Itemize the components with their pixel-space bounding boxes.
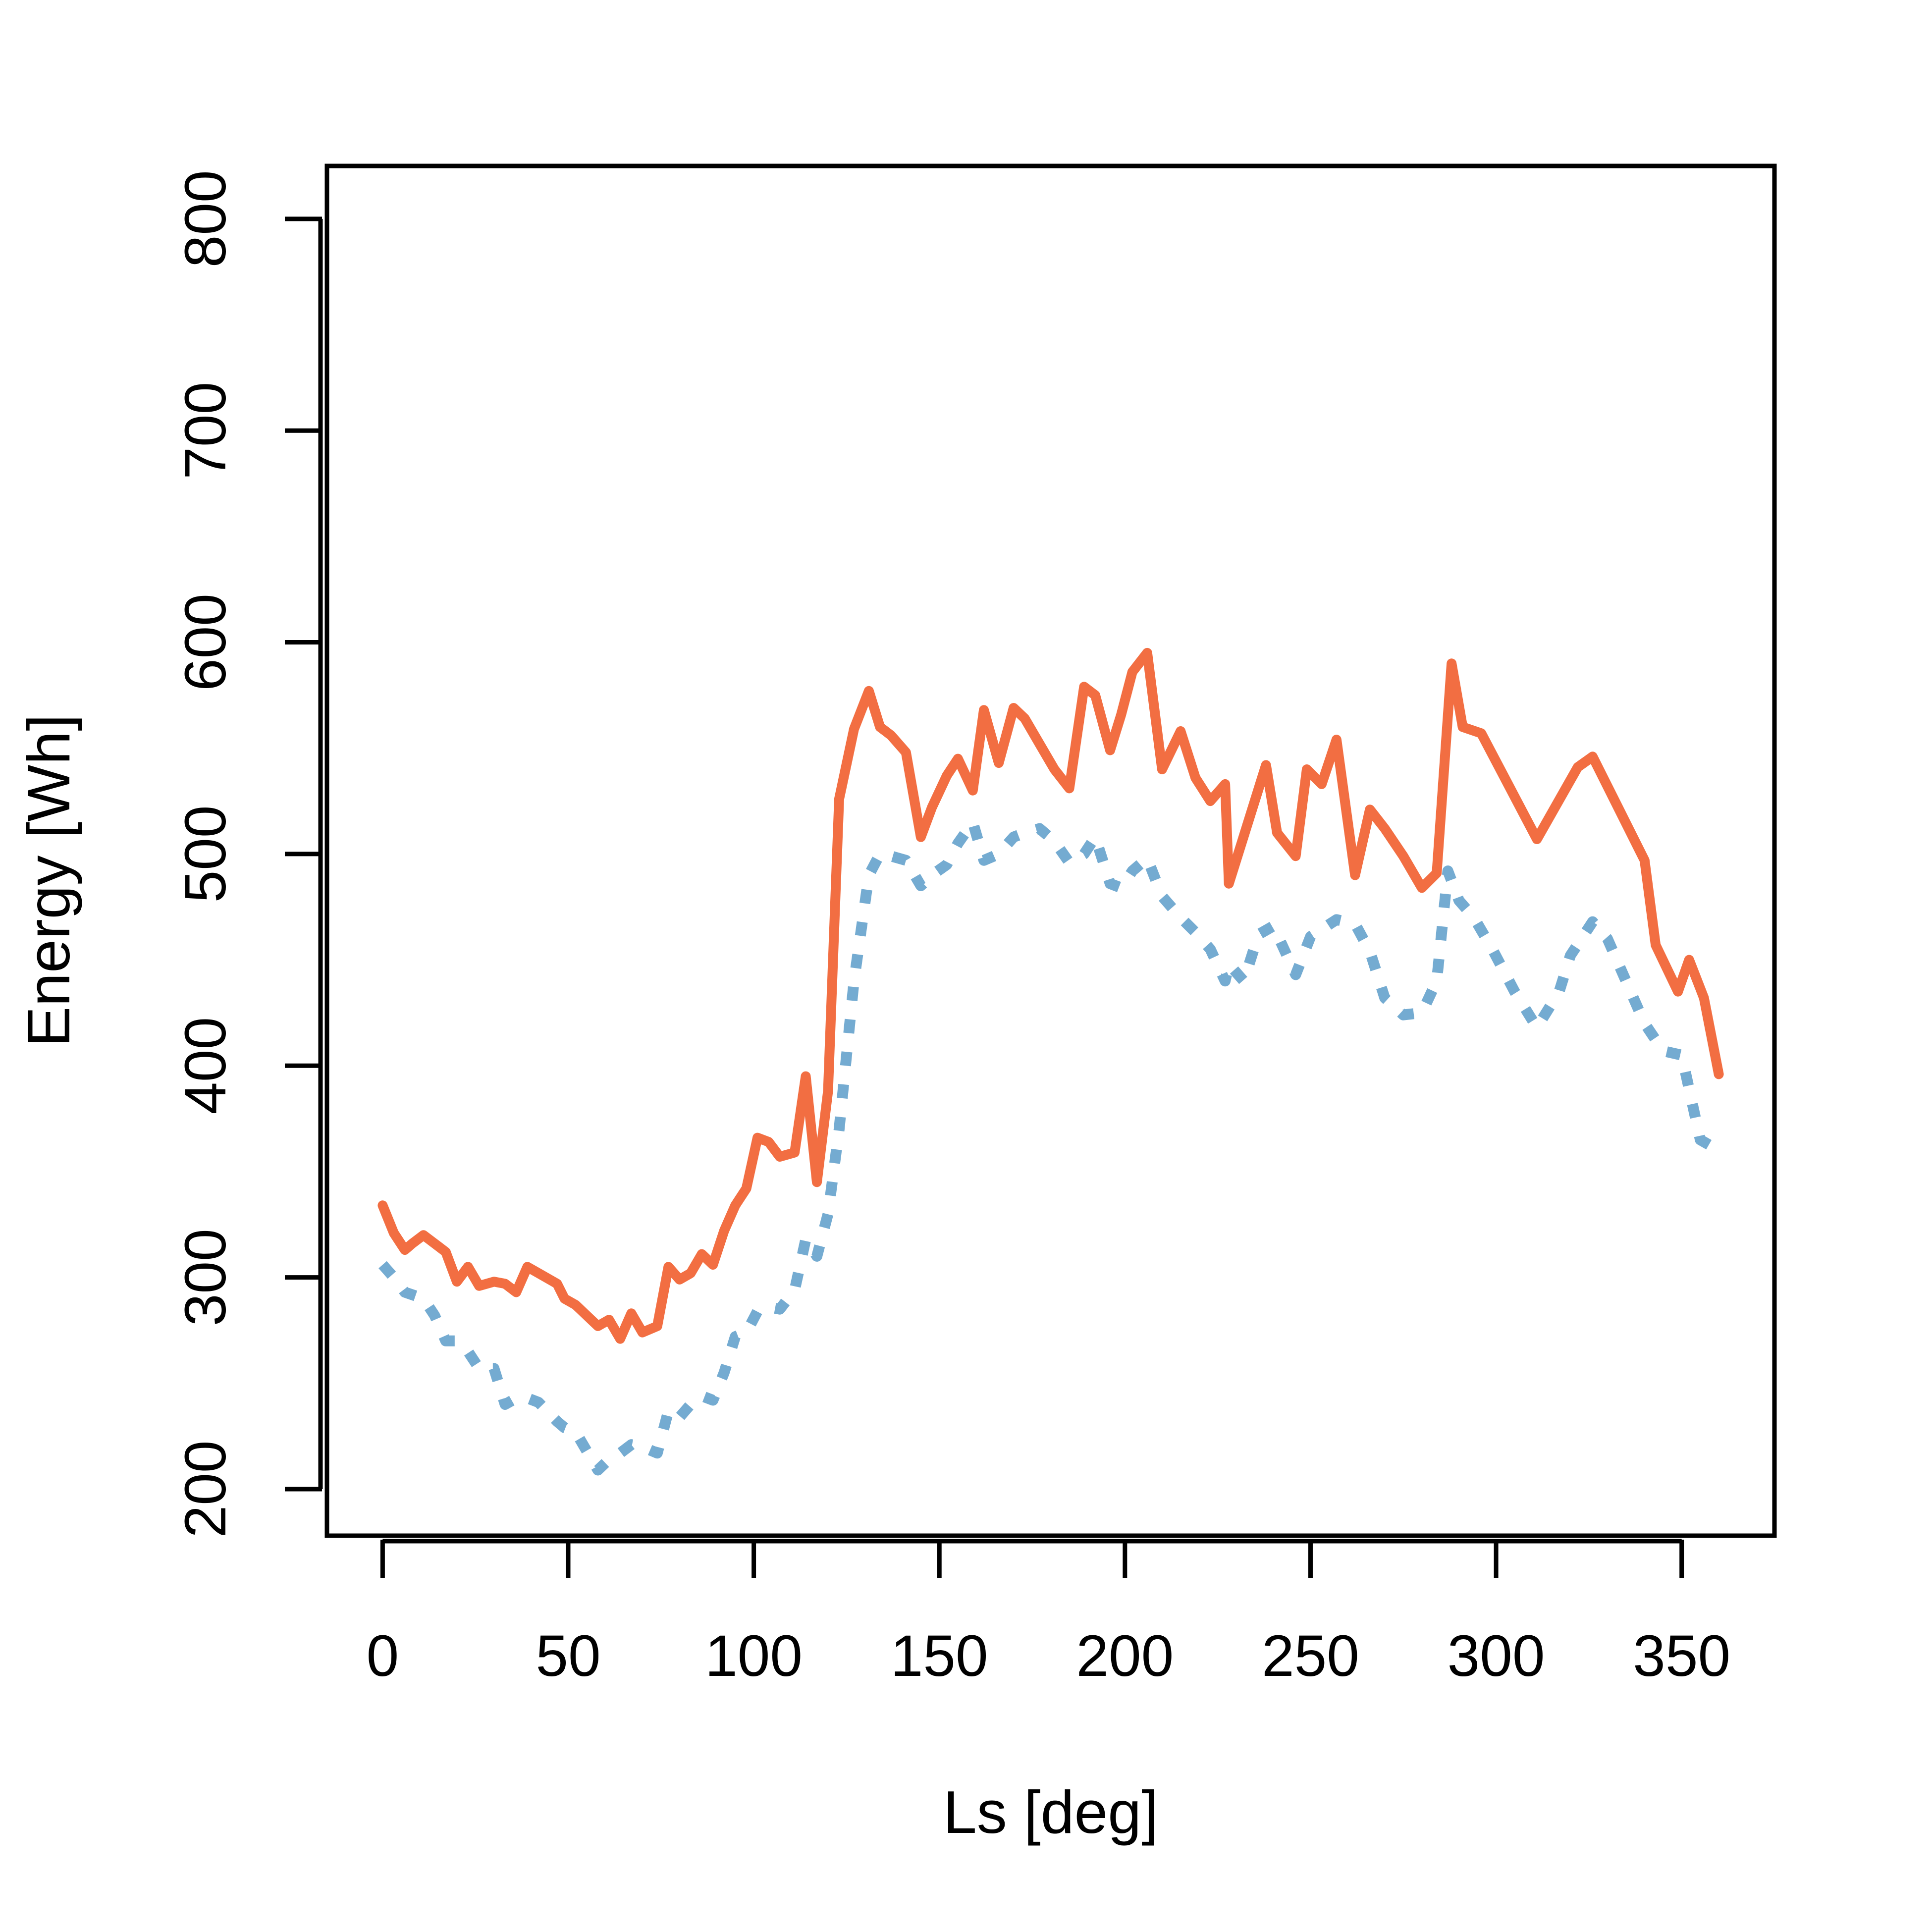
y-tick-label: 700 <box>173 382 238 480</box>
x-tick-label: 250 <box>1262 1623 1359 1689</box>
y-axis: 200 300 400 500 600 700 800 <box>173 170 323 1538</box>
y-tick-label: 500 <box>173 805 238 903</box>
series-layer <box>377 647 1724 1476</box>
x-axis: 0 50 100 150 200 250 300 350 <box>367 1539 1730 1689</box>
series-line-solid <box>377 647 1724 1344</box>
x-tick-label: 50 <box>536 1623 600 1689</box>
y-tick-label: 200 <box>173 1441 238 1538</box>
y-tick-label: 800 <box>173 170 238 268</box>
plot-frame <box>324 163 1777 1538</box>
y-axis-title: Energy [Wh] <box>15 714 82 1047</box>
x-tick-label: 0 <box>367 1623 399 1689</box>
x-tick-label: 300 <box>1448 1623 1545 1689</box>
x-axis-title: Ls [deg] <box>943 1778 1158 1846</box>
x-tick-label: 100 <box>705 1623 803 1689</box>
series-dotted <box>378 816 1718 1476</box>
series-solid <box>377 647 1724 1344</box>
x-tick-label: 350 <box>1633 1623 1730 1689</box>
y-tick-label: 400 <box>173 1017 238 1115</box>
series-line-dotted <box>378 816 1718 1476</box>
x-tick-label: 200 <box>1076 1623 1174 1689</box>
x-tick-label: 150 <box>891 1623 988 1689</box>
y-tick-label: 300 <box>173 1229 238 1326</box>
y-tick-label: 600 <box>173 593 238 691</box>
